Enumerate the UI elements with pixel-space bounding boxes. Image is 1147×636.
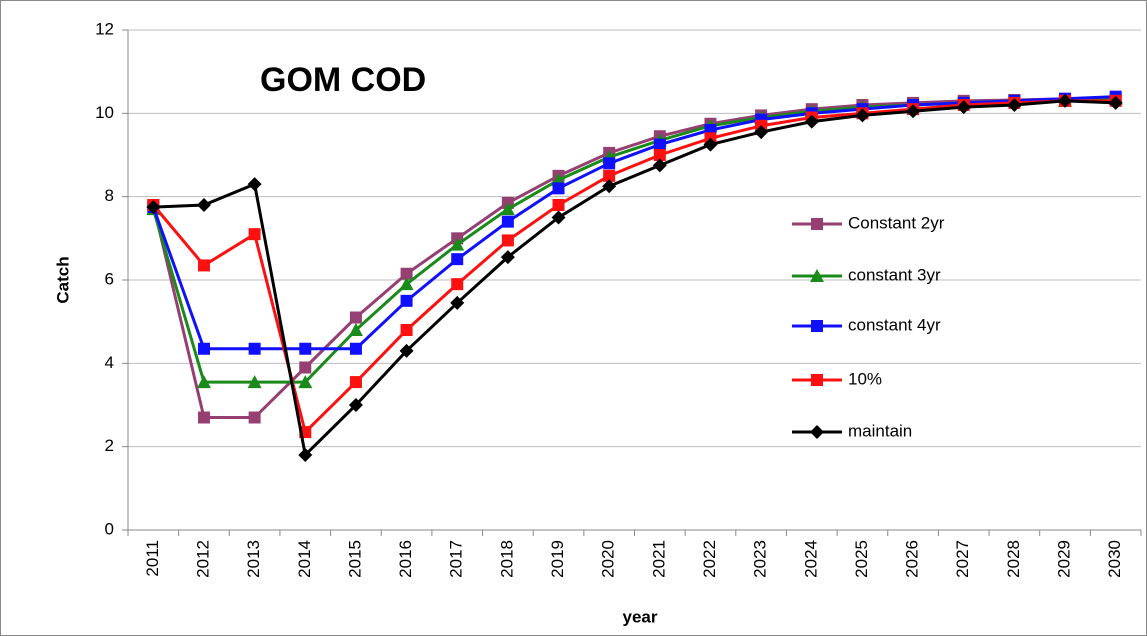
y-axis-label: Catch (53, 256, 72, 303)
point (956, 100, 971, 115)
point (400, 324, 413, 336)
x-tick-label: 2024 (801, 540, 820, 578)
point (653, 138, 666, 151)
legend-label: Constant 2yr (848, 213, 945, 232)
series-line (151, 95, 1116, 351)
point (248, 411, 261, 424)
x-tick-label: 2011 (143, 540, 162, 577)
point (400, 294, 413, 307)
y-tick-label: 0 (105, 519, 114, 538)
x-tick-label: 2022 (700, 540, 719, 578)
point (197, 411, 210, 424)
point (811, 374, 823, 386)
point (247, 375, 262, 389)
x-tick-label: 2016 (396, 540, 415, 578)
x-tick-label: 2020 (599, 540, 618, 578)
point (754, 125, 769, 140)
point (196, 198, 211, 212)
y-tick-label: 2 (105, 436, 114, 455)
point (602, 179, 617, 194)
point (855, 108, 870, 123)
point (450, 295, 465, 310)
point (298, 448, 313, 462)
y-tick-label: 4 (105, 353, 114, 372)
x-tick-label: 2014 (295, 540, 314, 578)
x-tick-label: 2029 (1055, 540, 1074, 578)
point (1108, 95, 1123, 110)
legend-label: maintain (848, 421, 912, 440)
legend-label: 10% (848, 369, 882, 388)
x-tick-label: 2027 (953, 540, 972, 578)
x-tick-label: 2028 (1004, 540, 1023, 578)
x-tick-label: 2018 (497, 540, 516, 578)
point (298, 375, 313, 389)
point (349, 311, 362, 324)
point (248, 228, 261, 241)
point (146, 200, 161, 215)
point (811, 218, 823, 230)
x-tick-label: 2030 (1105, 540, 1124, 578)
point (450, 237, 465, 251)
x-tick-label: 2017 (447, 540, 466, 578)
point (552, 199, 565, 211)
point (197, 259, 210, 272)
y-tick-label: 8 (105, 186, 114, 205)
x-tick-label: 2026 (903, 540, 922, 578)
series-line (153, 99, 1116, 459)
point (299, 361, 312, 374)
point (804, 114, 819, 129)
series-line (152, 99, 1116, 435)
point (703, 137, 718, 152)
x-tick-label: 2021 (649, 540, 668, 578)
point (197, 342, 210, 355)
point (349, 342, 362, 355)
x-tick-label: 2015 (345, 540, 364, 578)
point (552, 182, 565, 195)
y-tick-label: 12 (95, 19, 114, 38)
point (451, 253, 464, 266)
point (906, 104, 921, 119)
point (400, 267, 413, 280)
point (551, 210, 566, 225)
series-line (151, 97, 1116, 419)
point (811, 320, 823, 332)
y-tick-label: 10 (95, 103, 114, 122)
point (348, 323, 363, 336)
x-tick-label: 2012 (193, 540, 212, 578)
point (348, 398, 363, 412)
legend-label: constant 3yr (848, 265, 941, 284)
chart-title: GOM COD (260, 61, 426, 99)
x-axis-label: year (623, 607, 658, 626)
point (299, 342, 312, 355)
point (349, 376, 362, 389)
point (500, 250, 515, 265)
point (196, 375, 211, 389)
point (399, 277, 414, 291)
point (810, 425, 824, 439)
point (652, 158, 667, 173)
legend-label: constant 4yr (848, 315, 941, 334)
point (1058, 93, 1073, 108)
x-tick-label: 2025 (852, 540, 871, 578)
point (247, 177, 262, 192)
point (1007, 98, 1022, 112)
point (399, 343, 414, 358)
point (810, 269, 824, 282)
point (501, 234, 514, 247)
x-tick-label: 2023 (751, 540, 770, 578)
point (501, 215, 514, 228)
y-tick-label: 6 (105, 269, 114, 288)
point (248, 342, 261, 355)
point (603, 157, 616, 170)
x-tick-label: 2019 (548, 540, 567, 578)
point (603, 169, 616, 182)
point (500, 202, 515, 216)
point (451, 278, 464, 291)
point (653, 149, 666, 161)
x-tick-label: 2013 (244, 540, 263, 578)
